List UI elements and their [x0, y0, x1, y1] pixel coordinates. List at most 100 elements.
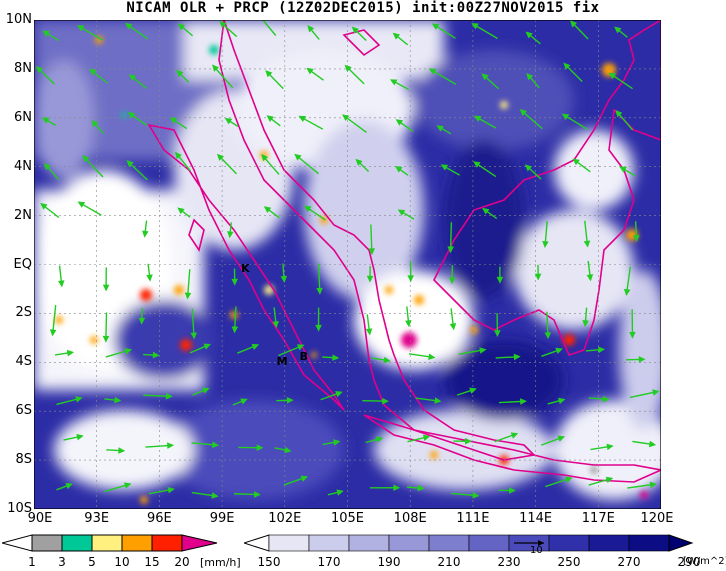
wind-vector-head: [169, 117, 178, 124]
wind-vector-head: [41, 117, 50, 124]
wind-vector-head: [75, 396, 83, 403]
olr-colorbar-label: 230: [497, 555, 521, 569]
lon-tick-label: 102E: [268, 511, 302, 526]
wind-vector-head: [395, 119, 404, 126]
wind-vector-head: [146, 274, 153, 282]
wind-vector-head: [304, 205, 312, 213]
precip-colorbar-label: 3: [58, 555, 66, 569]
wind-vector-head: [513, 353, 521, 361]
wind-vector-head: [351, 26, 359, 34]
wind-vector-head: [124, 348, 133, 355]
chart-title: NICAM OLR + PRCP (12Z02DEC2015) init:00Z…: [126, 0, 600, 16]
wind-vector-head: [392, 32, 401, 40]
grid-lines: [34, 20, 661, 509]
wind-vector-head: [510, 432, 519, 439]
station-marker: M: [276, 355, 288, 369]
wind-vector-head: [190, 332, 198, 340]
olr-colorbar-label: 270: [617, 555, 641, 569]
wind-vector-head: [102, 335, 110, 343]
wind-vector-head: [473, 115, 482, 122]
wind-vector-head: [582, 320, 589, 328]
lat-tick-label: 6N: [14, 109, 32, 125]
lon-tick-label: 93E: [84, 511, 110, 526]
olr-colorbar-label: 170: [317, 555, 341, 569]
wind-vector-head: [431, 23, 440, 30]
lat-tick-label: 2S: [15, 305, 32, 321]
lon-tick-label: 99E: [209, 511, 235, 526]
wind-vector-head: [365, 328, 373, 336]
olr-colorbar-label: 190: [377, 555, 401, 569]
lat-tick-label: EQ: [13, 256, 32, 272]
wind-vector-head: [519, 398, 527, 405]
wind-vector-head: [395, 165, 403, 173]
wind-vector-head: [127, 112, 136, 119]
wind-vector-head: [286, 397, 294, 404]
lat-tick-label: 4N: [14, 158, 32, 174]
precip-colorbar-label: 1: [28, 555, 36, 569]
wind-vector-head: [542, 240, 549, 249]
olr-texture: [34, 20, 661, 500]
wind-vector-head: [382, 397, 389, 405]
wind-vector-head: [89, 68, 97, 76]
olr-colorbar-bin: [268, 534, 310, 552]
wind-vector-head: [43, 162, 51, 171]
lon-tick-label: 108E: [393, 511, 427, 526]
lon-tick-label: 96E: [147, 511, 172, 526]
wind-vector-head: [629, 331, 636, 339]
lon-tick-label: 90E: [27, 511, 53, 526]
wind-vector-head: [557, 435, 565, 442]
wind-vector-head: [555, 347, 563, 355]
wind-vector-head: [167, 486, 175, 494]
wind-vector-head: [375, 436, 384, 443]
wind-vector-head: [368, 248, 376, 256]
wind-vector-head: [333, 439, 341, 446]
olr-colorbar-label: 150: [257, 555, 281, 569]
precip-unit: [mm/h]: [200, 556, 241, 569]
wind-vector-head: [284, 446, 292, 454]
olr-colorbar-bin: [388, 534, 430, 552]
olr-colorbar-bin: [548, 534, 590, 552]
olr-colorbar-label: 290: [677, 555, 701, 569]
olr-colorbar-label: 250: [557, 555, 581, 569]
wind-vector-head: [405, 320, 412, 328]
wind-vector-head: [176, 69, 184, 77]
wind-vector-head: [389, 79, 398, 86]
wind-vector-head: [355, 158, 363, 166]
wind-vector-head: [569, 20, 578, 28]
wind-vector-head: [558, 397, 566, 405]
wind-vector-head: [366, 275, 374, 283]
wind-vector-head: [344, 64, 352, 72]
lon-tick-label: 120E: [640, 511, 674, 526]
wind-vector-head: [519, 109, 527, 116]
wind-vector-head: [49, 329, 57, 337]
wind-vector-head: [469, 387, 477, 394]
wind-vector-head: [152, 351, 160, 359]
wind-vector-head: [224, 117, 233, 125]
station-marker: B: [299, 350, 308, 364]
wind-vector-head: [332, 354, 340, 361]
wind-vector-head: [565, 476, 573, 483]
wind-vector-head: [544, 332, 552, 340]
olr-unit: [W/m^2]: [683, 556, 726, 567]
wind-vector-head: [298, 115, 307, 122]
precip-colorbar-label: 15: [144, 555, 160, 569]
wind-vector-head: [263, 206, 272, 213]
olr-colorbar-bin: [348, 534, 390, 552]
wind-vector-head: [296, 344, 305, 351]
olr-colorbar-bin: [428, 534, 470, 552]
wind-vector-head: [525, 31, 533, 39]
wind-vector-head: [91, 119, 99, 128]
wind-vector-head: [306, 67, 314, 75]
lat-tick-label: 8N: [14, 60, 32, 76]
wind-vector-head: [608, 72, 617, 80]
wind-vector-head: [212, 441, 220, 449]
wind-vector-head: [524, 164, 533, 172]
wind-vector-head: [417, 484, 425, 492]
wind-vector-head: [124, 22, 133, 30]
wind-vector-head: [602, 395, 610, 403]
wind-vector-head: [473, 161, 481, 168]
wind-vector-head: [428, 353, 436, 360]
wind-vector-head: [184, 292, 192, 300]
wind-vector-head: [300, 475, 309, 482]
wind-vector-head: [42, 30, 50, 37]
